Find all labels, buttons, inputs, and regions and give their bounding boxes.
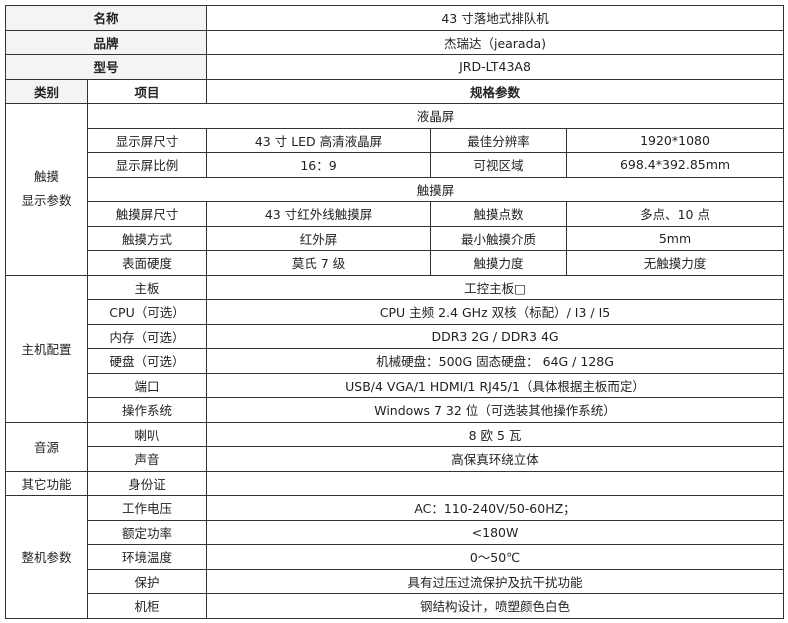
category-cell: 其它功能 <box>5 470 88 496</box>
value-cell: 0～50℃ <box>206 544 785 570</box>
value-cell: CPU 主频 2.4 GHz 双核（标配）/ I3 / I5 <box>206 299 785 325</box>
column-header: 项目 <box>86 78 208 104</box>
value-cell: DDR3 2G / DDR3 4G <box>206 323 785 349</box>
table-row: 触摸方式 红外屏 最小触摸介质 5mm <box>6 225 785 251</box>
table-cell: 无触摸力度 <box>566 250 785 276</box>
table-row: 机柜 钢结构设计，喷塑颜色白色 <box>6 593 785 619</box>
table-row: 额定功率 <180W <box>6 519 785 545</box>
table-cell: 43 寸 LED 高清液晶屏 <box>206 127 432 153</box>
table-row: 品牌 杰瑞达（jearada) <box>4 29 785 55</box>
column-header: 规格参数 <box>206 78 785 104</box>
item-cell: 声音 <box>86 446 208 472</box>
table-row: 表面硬度 莫氏 7 级触摸力度 无触摸力度 <box>6 250 785 276</box>
table-cell: 表面硬度 <box>86 250 208 276</box>
item-cell: 喇叭 <box>86 421 208 447</box>
table-cell: 触摸方式 <box>86 225 208 251</box>
table-cell: 触摸力度 <box>430 250 568 276</box>
table-cell: 最小触摸介质 <box>430 225 568 251</box>
table-row: 名称 43 寸落地式排队机 <box>4 5 785 31</box>
value-cell: 具有过压过流保护及抗干扰功能 <box>206 568 785 594</box>
section-title: 触摸屏 <box>86 176 785 202</box>
item-cell: 额定功率 <box>86 519 208 545</box>
item-cell: 主板 <box>86 274 208 300</box>
value-cell: 钢结构设计，喷塑颜色白色 <box>206 593 785 619</box>
header-label: 名称 <box>4 5 208 31</box>
value-cell <box>206 470 785 496</box>
table-row: 型号 JRD-LT43A8 <box>4 54 785 80</box>
item-cell: 操作系统 <box>86 397 208 423</box>
table-row: 整机参数 工作电压 AC：110-240V/50-60HZ； <box>5 495 785 619</box>
category-cell: 触摸 显示参数 <box>5 103 88 276</box>
table-cell: 16：9 <box>206 152 432 178</box>
table-cell: 5mm <box>566 225 785 251</box>
table-row: 操作系统 Windows 7 32 位（可选装其他操作系统） <box>6 397 785 423</box>
header-value: 杰瑞达（jearada) <box>206 29 785 55</box>
table-cell: 显示屏比例 <box>86 152 208 178</box>
table-row: 声音 高保真环绕立体 <box>6 446 785 472</box>
table-row: 主机配置 主板 工控主板□ <box>5 274 785 423</box>
header-label: 型号 <box>4 54 208 80</box>
item-cell: 端口 <box>86 372 208 398</box>
table-cell: 触摸点数 <box>430 201 568 227</box>
category-cell: 整机参数 <box>5 495 88 619</box>
table-row: 音源 喇叭 8 欧 5 瓦 <box>5 421 785 472</box>
header-label: 品牌 <box>4 29 208 55</box>
table-cell: 红外屏 <box>206 225 432 251</box>
table-cell: 莫氏 7 级 <box>206 250 432 276</box>
value-cell: <180W <box>206 519 785 545</box>
value-cell: 高保真环绕立体 <box>206 446 785 472</box>
item-cell: 工作电压 <box>86 495 208 521</box>
value-cell: 工控主板□ <box>206 274 785 300</box>
category-cell: 主机配置 <box>5 274 88 423</box>
item-cell: 保护 <box>86 568 208 594</box>
table-row: 触摸 显示参数 液晶屏 <box>5 103 785 276</box>
table-row: 显示屏尺寸 43 寸 LED 高清液晶屏 最佳分辨率 1920*1080 <box>6 127 785 153</box>
table-row: 硬盘（可选） 机械硬盘：500G 固态硬盘： 64G / 128G <box>6 348 785 374</box>
item-cell: 硬盘（可选） <box>86 348 208 374</box>
table-row: 触摸屏尺寸 43 寸红外线触摸屏 触摸点数 多点、10 点 <box>6 201 785 227</box>
section-title: 液晶屏 <box>86 103 785 129</box>
table-row: 类别 项目 规格参数 <box>5 78 785 104</box>
item-cell: 环境温度 <box>86 544 208 570</box>
table-cell: 698.4*392.85mm <box>566 152 785 178</box>
table-cell: 显示屏尺寸 <box>86 127 208 153</box>
table-row: 环境温度 0～50℃ <box>6 544 785 570</box>
table-row: 其它功能 身份证 <box>5 470 785 496</box>
table-row: 保护 具有过压过流保护及抗干扰功能 <box>6 568 785 594</box>
table-cell: 触摸屏尺寸 <box>86 201 208 227</box>
value-cell: 8 欧 5 瓦 <box>206 421 785 447</box>
item-cell: 机柜 <box>86 593 208 619</box>
table-row: 内存（可选） DDR3 2G / DDR3 4G <box>6 323 785 349</box>
category-cell: 音源 <box>5 421 88 472</box>
table-row: 端口 USB/4 VGA/1 HDMI/1 RJ45/1（具体根据主板而定） <box>6 372 785 398</box>
column-header: 类别 <box>5 78 88 104</box>
table-row: 显示屏比例 16：9 可视区域 698.4*392.85mm <box>6 152 785 178</box>
item-cell: CPU（可选） <box>86 299 208 325</box>
table-cell: 1920*1080 <box>566 127 785 153</box>
item-cell: 身份证 <box>86 470 208 496</box>
header-value: JRD-LT43A8 <box>206 54 785 80</box>
spec-table: 名称 43 寸落地式排队机 品牌 杰瑞达（jearada) 型号 JRD-LT43A8 类别… <box>4 5 785 619</box>
value-cell: AC：110-240V/50-60HZ； <box>206 495 785 521</box>
value-cell: 机械硬盘：500G 固态硬盘： 64G / 128G <box>206 348 785 374</box>
header-value: 43 寸落地式排队机 <box>206 5 785 31</box>
table-cell: 43 寸红外线触摸屏 <box>206 201 432 227</box>
item-cell: 内存（可选） <box>86 323 208 349</box>
value-cell: Windows 7 32 位（可选装其他操作系统） <box>206 397 785 423</box>
table-cell: 最佳分辨率 <box>430 127 568 153</box>
table-row: CPU（可选） CPU 主频 2.4 GHz 双核（标配）/ I3 / I5 <box>6 299 785 325</box>
table-row: 触摸屏 <box>6 176 785 202</box>
value-cell: USB/4 VGA/1 HDMI/1 RJ45/1（具体根据主板而定） <box>206 372 785 398</box>
table-cell: 多点、10 点 <box>566 201 785 227</box>
table-cell: 可视区域 <box>430 152 568 178</box>
